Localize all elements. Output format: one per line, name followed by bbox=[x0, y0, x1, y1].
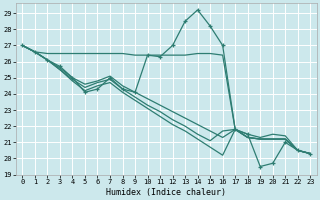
X-axis label: Humidex (Indice chaleur): Humidex (Indice chaleur) bbox=[106, 188, 226, 197]
